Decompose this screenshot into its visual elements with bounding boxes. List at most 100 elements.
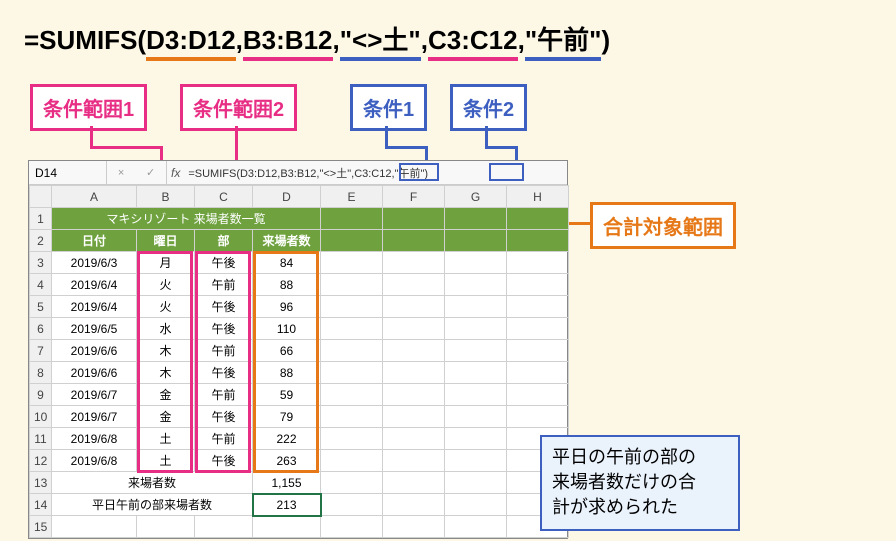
label-crit1: 条件1	[350, 84, 427, 131]
cell-date[interactable]: 2019/6/6	[52, 340, 137, 362]
row-7[interactable]: 7	[30, 340, 52, 362]
col-A[interactable]: A	[52, 186, 137, 208]
cell-count[interactable]: 59	[253, 384, 321, 406]
row-9[interactable]: 9	[30, 384, 52, 406]
col-D[interactable]: D	[253, 186, 321, 208]
cell-dow[interactable]: 火	[137, 296, 195, 318]
cell-count[interactable]: 66	[253, 340, 321, 362]
cell-date[interactable]: 2019/6/3	[52, 252, 137, 274]
name-box[interactable]: D14	[29, 161, 107, 184]
row-6[interactable]: 6	[30, 318, 52, 340]
table-title: マキシリゾート 来場者数一覧	[52, 208, 321, 230]
cell-dow[interactable]: 金	[137, 406, 195, 428]
cancel-icon[interactable]: ×	[118, 167, 124, 179]
table-title-row: 1 マキシリゾート 来場者数一覧	[30, 208, 569, 230]
cell-dow[interactable]: 木	[137, 340, 195, 362]
row-14[interactable]: 14	[30, 494, 52, 516]
table-row: 92019/6/7金午前59	[30, 384, 569, 406]
cell-date[interactable]: 2019/6/7	[52, 384, 137, 406]
connector-blue2a	[485, 126, 488, 148]
cell-count[interactable]: 96	[253, 296, 321, 318]
fx-icon[interactable]: fx	[167, 166, 184, 180]
cell-count[interactable]: 263	[253, 450, 321, 472]
cell-dow[interactable]: 月	[137, 252, 195, 274]
cell-dow[interactable]: 水	[137, 318, 195, 340]
connector-pink1b	[90, 146, 160, 149]
weekday-label: 平日午前の部来場者数	[52, 494, 253, 516]
hdr-date: 日付	[52, 230, 137, 252]
formula-prefix: =SUMIFS(	[24, 25, 146, 55]
cell-count[interactable]: 79	[253, 406, 321, 428]
formula-crit-range1: B3:B12	[243, 25, 333, 61]
cell-date[interactable]: 2019/6/7	[52, 406, 137, 428]
cell-date[interactable]: 2019/6/8	[52, 450, 137, 472]
cell-part[interactable]: 午前	[195, 384, 253, 406]
cell-part[interactable]: 午前	[195, 428, 253, 450]
formula-title: =SUMIFS(D3:D12,B3:B12,"<>土",C3:C12,"午前")	[24, 20, 610, 57]
cell-count[interactable]: 88	[253, 362, 321, 384]
label-sum-range: 合計対象範囲	[590, 202, 736, 249]
row-15[interactable]: 15	[30, 516, 52, 538]
cell-count[interactable]: 84	[253, 252, 321, 274]
cell-dow[interactable]: 火	[137, 274, 195, 296]
cell-count[interactable]: 222	[253, 428, 321, 450]
cell-dow[interactable]: 木	[137, 362, 195, 384]
row-2[interactable]: 2	[30, 230, 52, 252]
cell-date[interactable]: 2019/6/6	[52, 362, 137, 384]
hdr-dow: 曜日	[137, 230, 195, 252]
cell-part[interactable]: 午後	[195, 296, 253, 318]
cell-dow[interactable]: 土	[137, 428, 195, 450]
col-B[interactable]: B	[137, 186, 195, 208]
row-3[interactable]: 3	[30, 252, 52, 274]
cell-part[interactable]: 午前	[195, 340, 253, 362]
cell-count[interactable]: 110	[253, 318, 321, 340]
row-13[interactable]: 13	[30, 472, 52, 494]
row-12[interactable]: 12	[30, 450, 52, 472]
formula-crit2: "午前"	[525, 25, 602, 61]
callout-l3: 計が求められた	[552, 495, 728, 520]
cell-part[interactable]: 午後	[195, 450, 253, 472]
table-row: 112019/6/8土午前222	[30, 428, 569, 450]
total-value: 1,155	[253, 472, 321, 494]
col-H[interactable]: H	[507, 186, 569, 208]
row-8[interactable]: 8	[30, 362, 52, 384]
formula-bar-text: =SUMIFS(D3:D12,B3:B12,"<>土",C3:C12,"午前")	[188, 165, 428, 181]
hdr-part: 部	[195, 230, 253, 252]
col-C[interactable]: C	[195, 186, 253, 208]
formula-crit-range2: C3:C12	[428, 25, 518, 61]
row-10[interactable]: 10	[30, 406, 52, 428]
spreadsheet[interactable]: A B C D E F G H 1 マキシリゾート 来場者数一覧 2 日付 曜日…	[29, 185, 569, 538]
label-crit-range1: 条件範囲1	[30, 84, 147, 131]
cell-date[interactable]: 2019/6/4	[52, 274, 137, 296]
cell-date[interactable]: 2019/6/5	[52, 318, 137, 340]
cell-dow[interactable]: 土	[137, 450, 195, 472]
row-4[interactable]: 4	[30, 274, 52, 296]
formula-bar[interactable]: =SUMIFS(D3:D12,B3:B12,"<>土",C3:C12,"午前")	[184, 161, 567, 184]
formula-bar-icons: × ✓	[107, 161, 167, 184]
cell-part[interactable]: 午前	[195, 274, 253, 296]
enter-icon[interactable]: ✓	[146, 166, 155, 179]
table-header-row: 2 日付 曜日 部 来場者数	[30, 230, 569, 252]
cell-part[interactable]: 午後	[195, 406, 253, 428]
connector-blue1b	[385, 146, 425, 149]
name-box-value: D14	[35, 166, 57, 180]
cell-date[interactable]: 2019/6/4	[52, 296, 137, 318]
col-E[interactable]: E	[321, 186, 383, 208]
cell-count[interactable]: 88	[253, 274, 321, 296]
column-headers: A B C D E F G H	[30, 186, 569, 208]
callout-l2: 来場者数だけの合	[552, 470, 728, 495]
connector-pink1a	[90, 126, 93, 146]
formula-sum-range: D3:D12	[146, 25, 236, 61]
row-5[interactable]: 5	[30, 296, 52, 318]
cell-date[interactable]: 2019/6/8	[52, 428, 137, 450]
row-11[interactable]: 11	[30, 428, 52, 450]
cell-part[interactable]: 午後	[195, 318, 253, 340]
col-G[interactable]: G	[445, 186, 507, 208]
weekday-value[interactable]: 213	[253, 494, 321, 516]
cell-dow[interactable]: 金	[137, 384, 195, 406]
cell-part[interactable]: 午後	[195, 252, 253, 274]
col-F[interactable]: F	[383, 186, 445, 208]
weekday-row: 14 平日午前の部来場者数 213	[30, 494, 569, 516]
row-1[interactable]: 1	[30, 208, 52, 230]
cell-part[interactable]: 午後	[195, 362, 253, 384]
